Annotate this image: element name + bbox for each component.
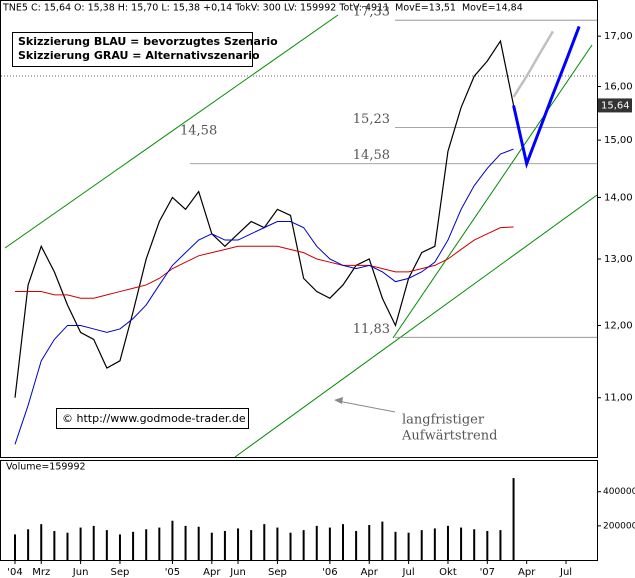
volume-bar xyxy=(342,524,344,560)
copyright-box xyxy=(56,408,249,429)
volume-bar xyxy=(276,527,279,560)
volume-bar xyxy=(158,527,161,560)
x-tick-label: Jul xyxy=(559,567,572,578)
x-tick-label: Jun xyxy=(229,567,246,578)
box-text: Skizzierung BLAU = bevorzugtes Szenario xyxy=(18,35,278,48)
volume-bar xyxy=(460,527,463,560)
volume-bar xyxy=(315,525,318,560)
legend-entry: MovE=14,84 xyxy=(462,3,523,14)
x-tick-label: Jul xyxy=(402,567,415,578)
x-tick-label: '07 xyxy=(480,567,495,578)
level-label: 11,83 xyxy=(353,322,390,337)
volume-bar xyxy=(250,530,253,560)
volume-bar xyxy=(223,530,226,560)
x-tick-label: Apr xyxy=(203,567,221,578)
volume-bar xyxy=(79,527,82,560)
volume-bar xyxy=(40,524,43,560)
volume-bar xyxy=(302,530,305,560)
x-tick-label: '06 xyxy=(322,567,337,578)
volume-bar xyxy=(420,530,423,560)
level-note: 14,58 xyxy=(180,124,217,139)
x-tick-label: '04 xyxy=(7,567,22,578)
arrow-head xyxy=(334,397,343,404)
y-tick-label: 13,00 xyxy=(604,254,633,265)
x-tick-label: Sep xyxy=(111,567,130,578)
x-tick-label: Jun xyxy=(72,567,89,578)
trend-note: Aufwärtstrend xyxy=(401,429,497,444)
volume-bar xyxy=(118,534,121,560)
volume-bar xyxy=(328,527,331,560)
y-tick-label: 17,00 xyxy=(604,31,633,42)
volume-bar xyxy=(145,529,148,560)
volume-bar xyxy=(499,530,502,560)
volume-bar xyxy=(381,521,384,560)
volume-bar xyxy=(210,532,213,560)
volume-bar xyxy=(53,530,56,560)
y-tick-label: 11,00 xyxy=(604,393,633,404)
volume-bar xyxy=(263,524,266,560)
arrow xyxy=(337,400,396,413)
level-label: 17,33 xyxy=(353,5,390,20)
level-label: 15,23 xyxy=(353,112,390,127)
volume-bar xyxy=(105,530,108,560)
trend-note: langfristiger xyxy=(402,413,485,428)
volume-bar xyxy=(289,532,292,560)
volume-bar xyxy=(433,528,436,560)
volume-bar xyxy=(237,528,240,560)
copyright: © http://www.godmode-trader.de xyxy=(62,412,246,425)
price-panel xyxy=(0,0,598,458)
volume-bar xyxy=(132,531,135,560)
y-tick-label: 12,00 xyxy=(604,320,633,331)
last-price-box xyxy=(598,98,632,113)
volume-bar xyxy=(66,532,69,560)
volume-bar xyxy=(355,530,358,560)
x-tick-label: Okt xyxy=(439,567,457,578)
volume-panel xyxy=(0,460,598,561)
y-tick-label: 16,00 xyxy=(604,82,633,93)
x-tick-label: Mrz xyxy=(32,567,50,578)
x-tick-label: Apr xyxy=(518,567,536,578)
volume-bar xyxy=(171,520,174,560)
volume-title: Volume=159992 xyxy=(6,462,86,473)
volume-bar xyxy=(92,525,95,560)
x-tick-label: Sep xyxy=(268,567,287,578)
price-line xyxy=(15,226,514,299)
volume-bar xyxy=(394,531,397,560)
price-line xyxy=(14,148,514,445)
y-tick-label: 400000 xyxy=(603,487,635,497)
volume-bar xyxy=(368,525,371,560)
trend-channel xyxy=(4,14,339,249)
legend-box xyxy=(12,32,253,67)
price-line xyxy=(512,30,554,98)
volume-bar xyxy=(14,534,16,560)
legend-entry: MovE=13,51 xyxy=(395,3,456,14)
volume-bar xyxy=(473,529,476,560)
y-tick-label: 200000 xyxy=(603,521,635,531)
volume-bar xyxy=(407,532,410,560)
chart-title: TNE5 C: 15,64 O: 15,38 H: 15,70 L: 15,38… xyxy=(2,3,389,14)
y-tick-label: 14,00 xyxy=(604,192,633,203)
volume-bar xyxy=(27,529,30,560)
volume-bar xyxy=(512,478,515,560)
trend-channel xyxy=(392,44,593,339)
volume-bar xyxy=(184,525,187,560)
x-tick-label: Apr xyxy=(361,567,379,578)
volume-bar xyxy=(486,530,489,560)
volume-bar xyxy=(446,525,449,560)
volume-bar xyxy=(197,526,200,560)
y-tick-label: 15,00 xyxy=(604,135,633,146)
price-line xyxy=(512,25,581,169)
last-price-label: 15,64 xyxy=(601,100,630,111)
level-label: 14,58 xyxy=(353,148,390,163)
x-tick-label: '05 xyxy=(165,567,180,578)
box-text: Skizzierung GRAU = Alternativszenario xyxy=(18,49,260,62)
trend-channel xyxy=(234,194,598,458)
